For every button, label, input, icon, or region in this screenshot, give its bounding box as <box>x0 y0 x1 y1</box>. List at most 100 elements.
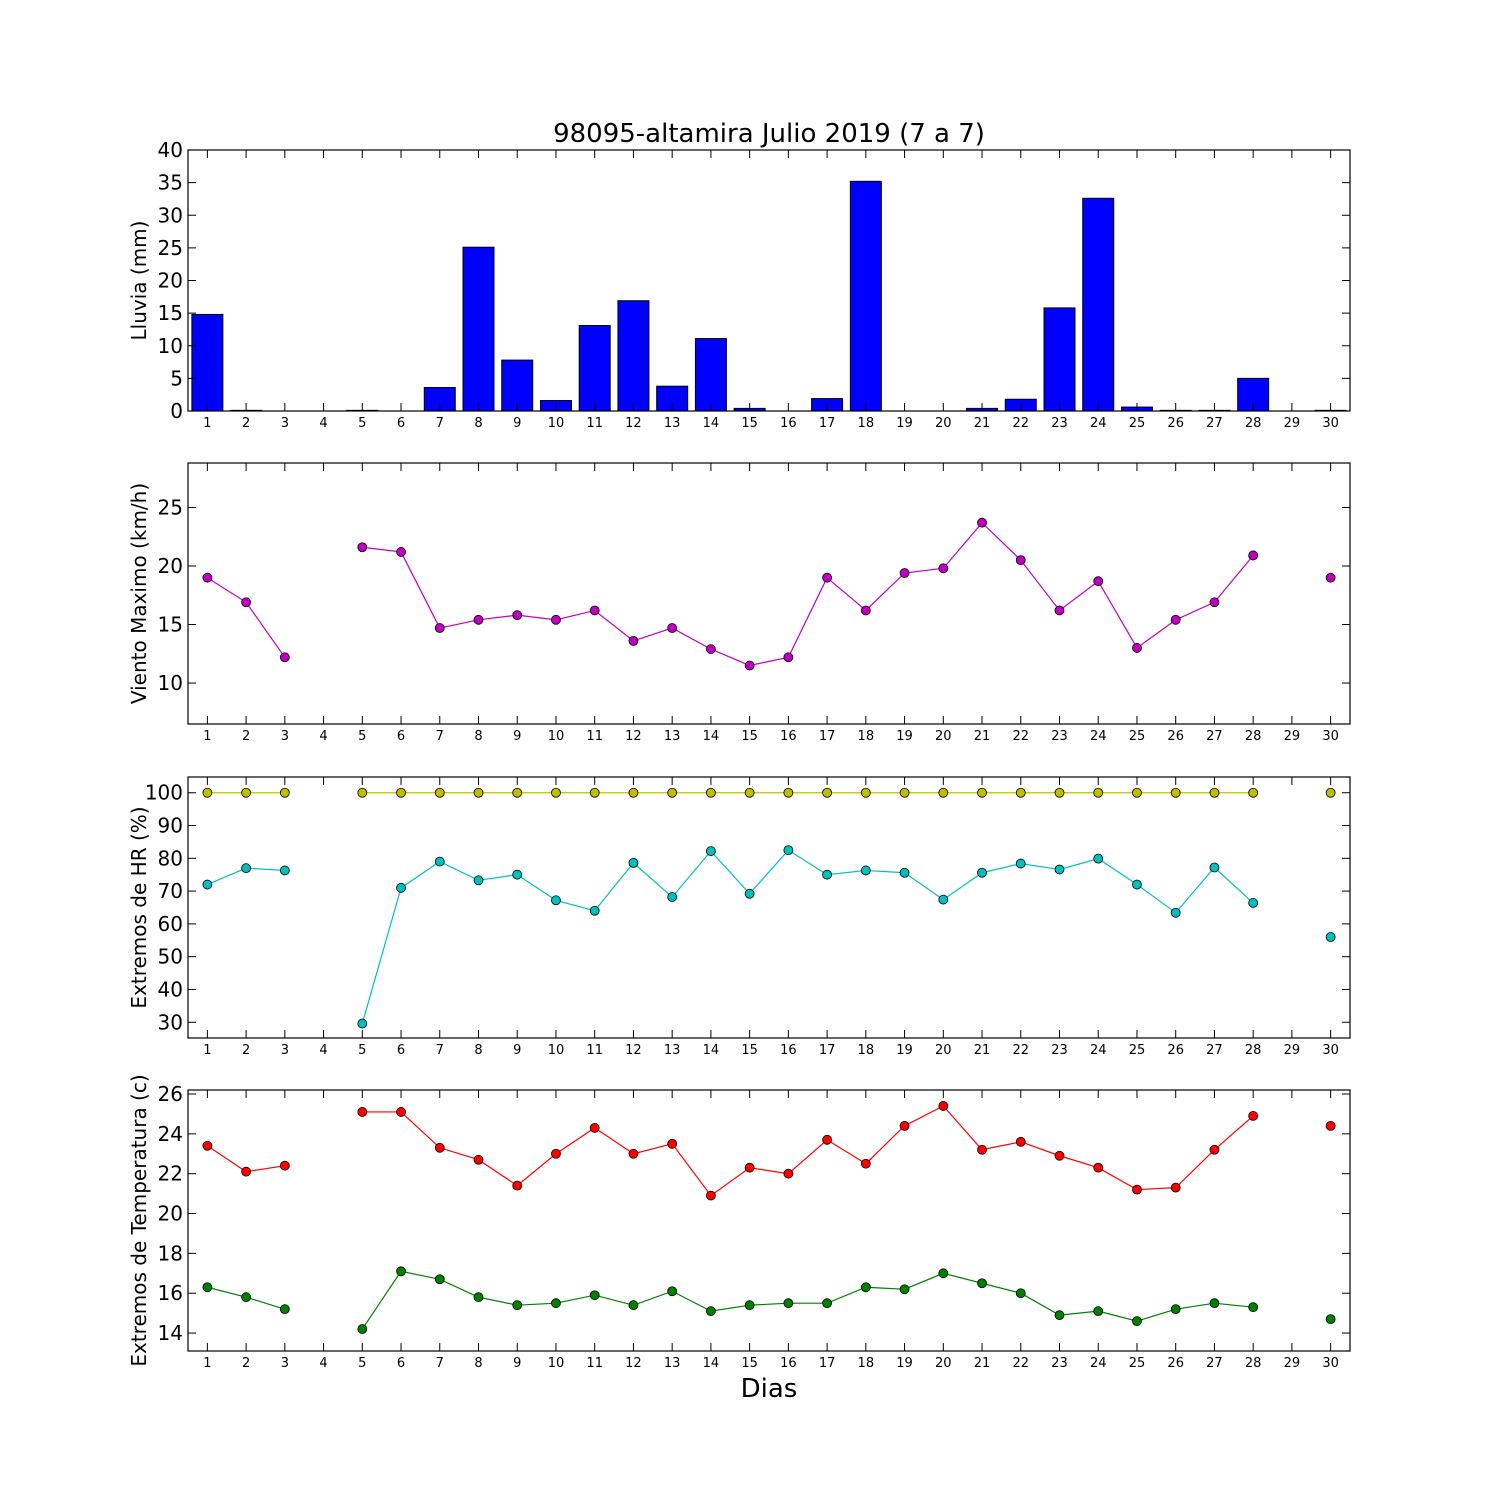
series-line-temp-1 <box>361 1270 1254 1330</box>
data-point-hr-1-day-23 <box>1054 864 1065 875</box>
data-point-hr-0-day-1 <box>202 787 213 798</box>
x-tick-label: 21 <box>974 1043 991 1058</box>
x-tick-label: 25 <box>1129 1043 1146 1058</box>
data-point-viento-0-day-21 <box>977 517 987 528</box>
x-tick-label: 8 <box>474 729 482 744</box>
data-point-temp-1-day-2 <box>241 1292 252 1303</box>
series-line-viento-0 <box>207 577 286 658</box>
x-tick-label: 6 <box>397 1043 405 1058</box>
bar-day-14 <box>694 338 727 412</box>
x-tick-label: 13 <box>664 729 681 744</box>
y-tick-label: 22 <box>158 1162 183 1186</box>
data-point-viento-0-day-24 <box>1093 576 1104 587</box>
data-point-viento-0-day-7 <box>434 623 445 633</box>
x-tick-label: 12 <box>625 1356 642 1371</box>
data-point-viento-0-day-11 <box>589 605 600 616</box>
data-point-temp-1-day-10 <box>551 1298 561 1309</box>
data-point-viento-0-day-25 <box>1132 643 1142 653</box>
data-point-temp-0-day-21 <box>977 1144 987 1155</box>
data-point-temp-0-day-26 <box>1170 1182 1181 1193</box>
data-point-hr-1-day-22 <box>1015 858 1026 869</box>
x-tick-label: 27 <box>1206 729 1223 744</box>
chart-title: 98095-altamira Julio 2019 (7 a 7) <box>553 119 985 149</box>
x-tick-label: 26 <box>1167 416 1184 431</box>
x-tick-label: 22 <box>1012 1356 1029 1371</box>
x-tick-label: 13 <box>664 416 681 431</box>
x-tick-label: 24 <box>1090 729 1107 744</box>
x-tick-label: 29 <box>1284 729 1301 744</box>
data-point-temp-1-day-6 <box>396 1266 406 1277</box>
x-tick-label: 18 <box>858 1356 875 1371</box>
data-point-hr-1-day-2 <box>241 863 252 874</box>
x-tick-label: 3 <box>281 1356 289 1371</box>
x-tick-label: 26 <box>1167 1043 1184 1058</box>
data-point-hr-0-day-11 <box>589 787 600 798</box>
x-tick-label: 14 <box>703 729 720 744</box>
data-point-hr-1-day-8 <box>473 875 484 886</box>
x-tick-label: 3 <box>281 1043 289 1058</box>
x-tick-label: 10 <box>548 729 565 744</box>
data-point-hr-0-day-17 <box>822 787 832 798</box>
data-point-temp-1-day-11 <box>589 1290 600 1301</box>
x-tick-label: 19 <box>896 1043 913 1058</box>
data-point-temp-0-day-25 <box>1132 1184 1142 1195</box>
x-tick-label: 14 <box>703 416 720 431</box>
x-tick-label: 20 <box>935 1356 952 1371</box>
x-tick-label: 5 <box>358 1356 366 1371</box>
x-tick-label: 24 <box>1090 1043 1107 1058</box>
data-point-hr-1-day-25 <box>1132 879 1142 890</box>
y-axis-label-viento: Viento Maximo (km/h) <box>127 483 151 704</box>
data-point-viento-0-day-28 <box>1248 550 1259 561</box>
x-tick-label: 12 <box>625 729 642 744</box>
data-point-hr-0-day-23 <box>1054 787 1065 798</box>
data-point-hr-1-day-1 <box>202 879 213 890</box>
x-tick-label: 2 <box>242 1043 250 1058</box>
x-tick-label: 1 <box>203 1356 211 1371</box>
data-point-hr-0-day-25 <box>1132 787 1142 798</box>
x-tick-label: 9 <box>513 1043 521 1058</box>
data-point-hr-0-day-26 <box>1170 787 1181 798</box>
data-point-temp-0-day-27 <box>1209 1144 1220 1155</box>
data-point-hr-1-day-12 <box>628 858 639 868</box>
x-tick-label: 28 <box>1245 1043 1262 1058</box>
data-point-temp-0-day-22 <box>1015 1136 1026 1147</box>
data-point-temp-1-day-15 <box>744 1300 755 1311</box>
data-point-viento-0-day-1 <box>202 572 213 583</box>
x-tick-label: 28 <box>1245 416 1262 431</box>
x-tick-label: 5 <box>358 729 366 744</box>
data-point-viento-0-day-20 <box>938 563 949 574</box>
x-tick-label: 30 <box>1322 1043 1339 1058</box>
data-point-hr-1-day-10 <box>551 895 561 906</box>
x-tick-label: 7 <box>436 416 444 431</box>
data-point-temp-0-day-18 <box>860 1158 871 1169</box>
data-point-viento-0-day-26 <box>1170 614 1181 625</box>
data-point-temp-1-day-24 <box>1093 1306 1104 1317</box>
data-point-temp-1-day-16 <box>783 1298 794 1309</box>
y-tick-label: 18 <box>158 1241 183 1265</box>
x-tick-label: 28 <box>1245 1356 1262 1371</box>
x-tick-label: 21 <box>974 416 991 431</box>
x-tick-label: 28 <box>1245 729 1262 744</box>
data-point-viento-0-day-22 <box>1015 555 1026 566</box>
y-tick-label: 35 <box>158 171 183 195</box>
data-point-hr-0-day-15 <box>744 787 755 798</box>
data-point-viento-0-day-16 <box>783 652 794 663</box>
data-point-hr-1-day-14 <box>706 846 716 857</box>
x-tick-label: 14 <box>703 1043 720 1058</box>
x-tick-label: 16 <box>780 416 797 431</box>
data-point-hr-1-day-21 <box>977 867 987 878</box>
data-point-temp-0-day-10 <box>551 1148 561 1159</box>
x-tick-label: 4 <box>319 416 327 431</box>
x-tick-label: 23 <box>1051 729 1068 744</box>
y-tick-label: 0 <box>170 399 183 423</box>
data-point-hr-1-day-13 <box>667 892 678 902</box>
data-point-hr-1-day-9 <box>512 869 523 880</box>
x-tick-label: 23 <box>1051 1043 1068 1058</box>
x-tick-label: 22 <box>1012 1043 1029 1058</box>
x-tick-label: 25 <box>1129 729 1146 744</box>
bar-day-8 <box>462 246 495 412</box>
axes-frame-lluvia <box>187 149 1351 412</box>
x-tick-label: 15 <box>741 416 758 431</box>
data-point-viento-0-day-23 <box>1054 605 1065 616</box>
